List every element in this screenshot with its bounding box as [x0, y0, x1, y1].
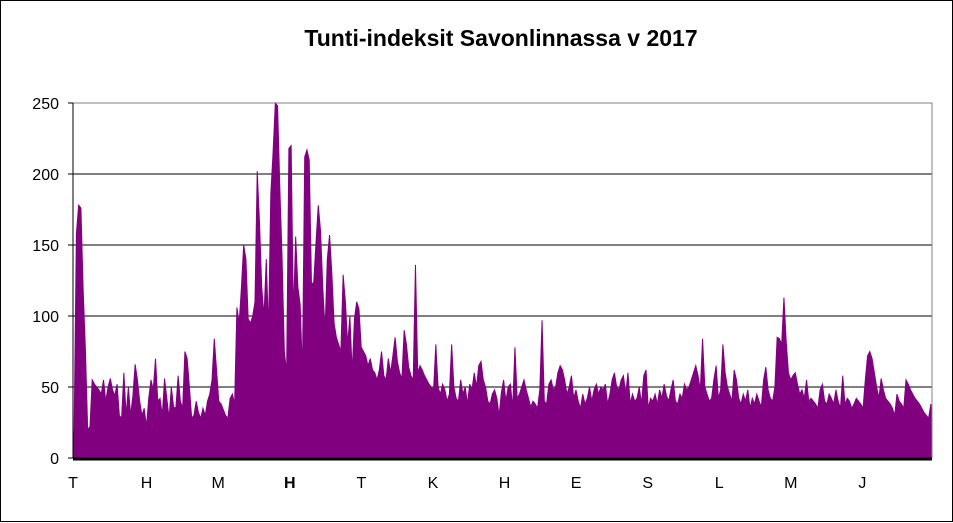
x-tick-label: K	[428, 475, 439, 492]
y-tick-label: 100	[32, 309, 59, 326]
x-tick-label: H	[141, 475, 153, 492]
x-tick-label: L	[715, 475, 724, 492]
x-tick-label: E	[571, 475, 582, 492]
chart-title: Tunti-indeksit Savonlinnassa v 2017	[304, 25, 698, 51]
y-tick-label: 200	[32, 167, 59, 184]
x-tick-label: M	[784, 475, 797, 492]
y-tick-label: 150	[32, 238, 59, 255]
x-tick-label: H	[499, 475, 511, 492]
x-tick-label: T	[356, 475, 366, 492]
x-tick-label: S	[642, 475, 653, 492]
x-tick-label: J	[858, 475, 866, 492]
y-tick-label: 250	[32, 96, 59, 113]
series-area	[72, 101, 933, 459]
x-tick-label: M	[212, 475, 225, 492]
x-tick-label: T	[68, 475, 78, 492]
y-tick-label: 50	[41, 380, 59, 397]
y-tick-label: 0	[50, 451, 59, 468]
x-tick-label: H	[284, 475, 296, 492]
